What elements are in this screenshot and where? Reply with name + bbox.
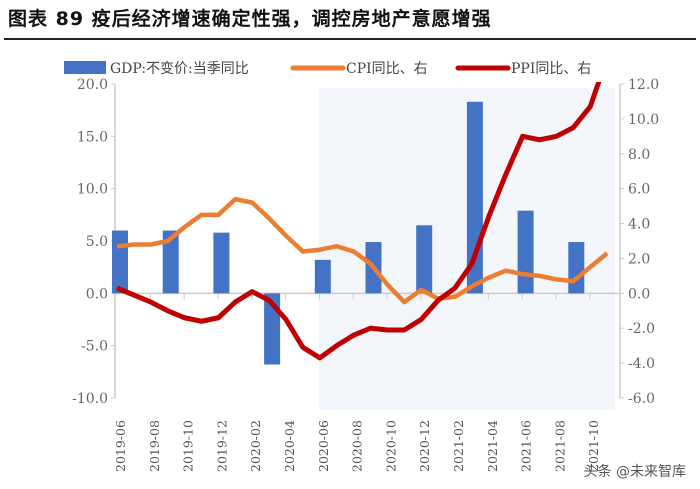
left-tick-label: 10.0 — [77, 182, 108, 198]
left-tick-label: 5.0 — [86, 234, 108, 250]
x-tick-label: 2021-02 — [451, 420, 466, 472]
gdp-bar — [162, 230, 179, 294]
left-tick-label: -10.0 — [72, 391, 108, 407]
right-tick-label: 8.0 — [628, 147, 650, 163]
watermark: 头条 @未来智库 — [583, 464, 686, 480]
x-tick-label: 2020-12 — [417, 420, 432, 472]
title-underline — [4, 38, 696, 40]
left-tick-label: -5.0 — [81, 339, 108, 355]
x-tick-label: 2020-04 — [282, 420, 297, 472]
legend-swatch-gdp — [64, 61, 106, 74]
x-tick-label: 2020-06 — [316, 420, 331, 472]
cpi-line — [116, 196, 609, 305]
ppi-line — [116, 82, 602, 361]
x-tick-label: 2019-06 — [113, 420, 128, 472]
x-tick-label: 2020-10 — [383, 420, 398, 472]
x-tick-label: 2019-08 — [147, 420, 162, 472]
gdp-bar — [112, 230, 128, 294]
right-tick-label: 12.0 — [628, 77, 659, 93]
right-tick-label: 2.0 — [628, 251, 650, 267]
legend-label-ppi: PPI同比、右 — [511, 61, 591, 77]
chart-title: 图表 89 疫后经济增速确定性强，调控房地产意愿增强 — [8, 8, 492, 30]
x-tick-label: 2021-04 — [485, 420, 500, 472]
x-tick-label: 2020-08 — [350, 420, 365, 472]
gdp-bar — [517, 210, 534, 294]
left-tick-label: 0.0 — [86, 286, 108, 302]
gdp-bar — [416, 225, 433, 294]
right-tick-label: 10.0 — [628, 112, 659, 128]
gdp-bar — [213, 232, 230, 294]
left-tick-label: 15.0 — [77, 129, 108, 145]
x-tick-label: 2021-10 — [586, 420, 601, 472]
legend-label-cpi: CPI同比、右 — [346, 61, 428, 77]
x-tick-label: 2019-10 — [181, 420, 196, 472]
left-tick-label: 20.0 — [77, 77, 108, 93]
right-tick-label: 0.0 — [628, 286, 650, 302]
right-tick-label: -6.0 — [628, 391, 655, 407]
right-tick-label: 6.0 — [628, 182, 650, 198]
gdp-bar — [568, 242, 585, 294]
right-tick-label: 4.0 — [628, 217, 650, 233]
x-tick-label: 2020-02 — [248, 420, 263, 472]
x-tick-label: 2021-08 — [552, 420, 567, 472]
gdp-bar — [314, 259, 331, 294]
x-tick-label: 2021-06 — [519, 420, 534, 472]
right-tick-label: -2.0 — [628, 321, 655, 337]
legend-label-gdp: GDP:不变价:当季同比 — [110, 61, 249, 77]
right-tick-label: -4.0 — [628, 356, 655, 372]
x-tick-label: 2019-12 — [214, 420, 229, 472]
